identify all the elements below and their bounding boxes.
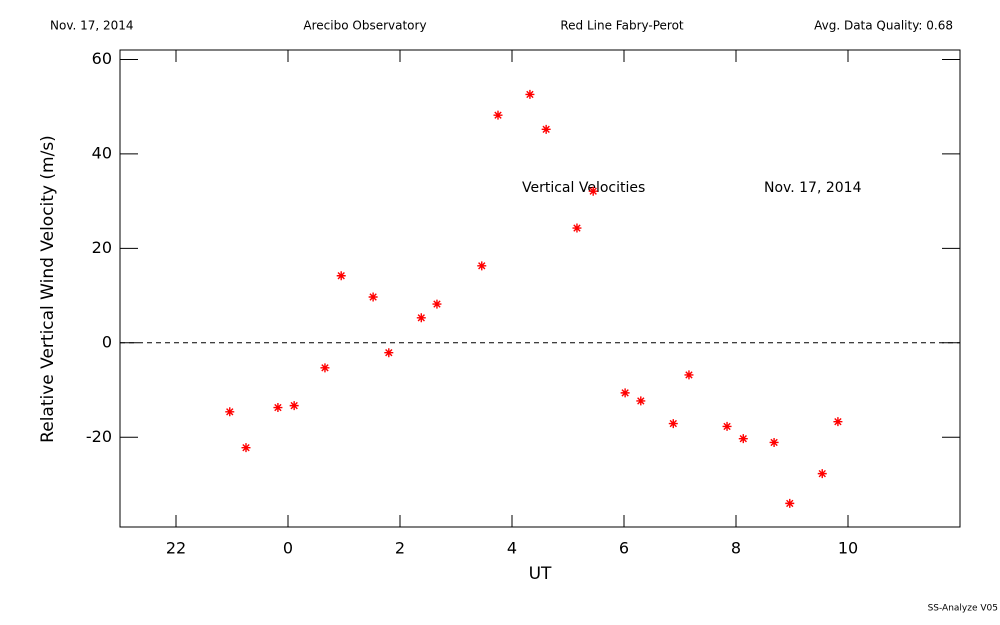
x-tick-label: 0 — [283, 539, 293, 558]
data-point — [541, 124, 551, 134]
data-point — [273, 403, 283, 413]
header-instrument: Red Line Fabry-Perot — [560, 19, 684, 33]
data-point — [785, 498, 795, 508]
data-point — [817, 469, 827, 479]
data-point — [525, 89, 535, 99]
data-point — [289, 401, 299, 411]
y-axis-label: Relative Vertical Wind Velocity (m/s) — [38, 135, 58, 443]
data-point — [493, 110, 503, 120]
data-point — [336, 271, 346, 281]
data-point — [684, 370, 694, 380]
x-tick-label: 22 — [166, 539, 186, 558]
data-point — [722, 421, 732, 431]
x-tick-label: 6 — [619, 539, 629, 558]
header-date: Nov. 17, 2014 — [50, 19, 134, 33]
x-tick-label: 10 — [838, 539, 858, 558]
data-point — [241, 443, 251, 453]
data-point — [833, 417, 843, 427]
x-axis-label: UT — [529, 564, 552, 584]
data-point — [384, 348, 394, 358]
y-tick-label: 20 — [92, 238, 112, 257]
data-point — [225, 407, 235, 417]
data-point — [572, 223, 582, 233]
plot-frame — [119, 49, 961, 528]
x-tick-label: 2 — [395, 539, 405, 558]
y-tick-label: 60 — [92, 49, 112, 68]
data-point — [769, 437, 779, 447]
x-tick-label: 4 — [507, 539, 517, 558]
annotation: Vertical Velocities — [522, 180, 645, 196]
data-point — [668, 419, 678, 429]
annotation: Nov. 17, 2014 — [764, 180, 862, 196]
y-tick-label: 40 — [92, 143, 112, 162]
header-site: Arecibo Observatory — [303, 19, 426, 33]
data-point — [432, 299, 442, 309]
footer: SS-Analyze V05 — [928, 604, 998, 614]
data-point — [588, 186, 598, 196]
data-point — [620, 388, 630, 398]
data-point — [368, 292, 378, 302]
data-point — [320, 363, 330, 373]
data-point — [738, 434, 748, 444]
header-quality: Avg. Data Quality: 0.68 — [814, 19, 953, 33]
data-point — [416, 313, 426, 323]
x-tick-label: 8 — [731, 539, 741, 558]
data-point — [636, 396, 646, 406]
y-tick-label: 0 — [102, 332, 112, 351]
data-point — [477, 261, 487, 271]
y-tick-label: -20 — [86, 427, 112, 446]
